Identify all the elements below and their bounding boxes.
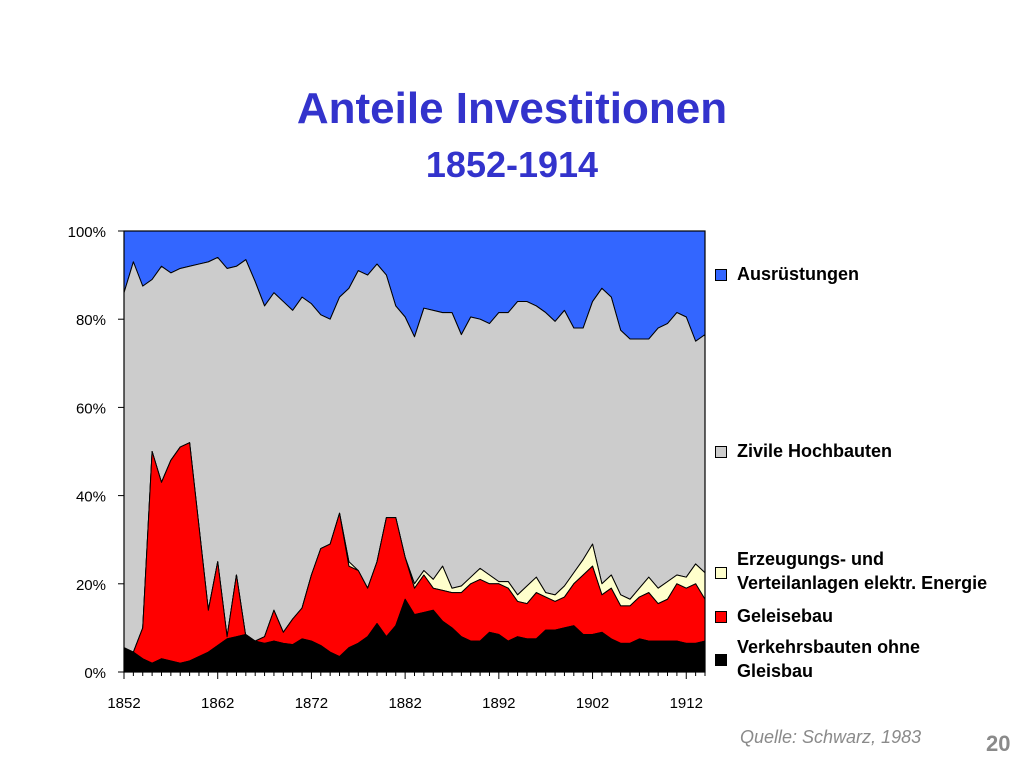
legend-swatch-ausruestungen (715, 269, 727, 281)
y-tick-label: 40% (76, 489, 106, 506)
source-note: Quelle: Schwarz, 1983 (740, 727, 922, 747)
x-tick-label: 1892 (482, 695, 515, 712)
legend-label-geleisebau: Geleisebau (737, 606, 834, 626)
legend-swatch-geleisebau (715, 611, 727, 623)
legend-label-zivile-hochbauten: Zivile Hochbauten (737, 441, 893, 461)
legend-swatch-energie (715, 567, 727, 579)
x-tick-label: 1912 (670, 695, 703, 712)
page-number: 20 (986, 731, 1011, 756)
x-tick-label: 1862 (201, 695, 234, 712)
legend-label-energie: Erzeugungs- und Verteilanlagen elektr. E… (737, 549, 988, 593)
legend-label-ausruestungen: Ausrüstungen (737, 264, 860, 284)
legend-label-verkehrsbauten: Verkehrsbauten ohne Gleisbau (737, 637, 921, 681)
chart-subtitle: 1852-1914 (425, 144, 599, 185)
y-tick-label: 100% (68, 224, 106, 241)
chart-title: Anteile Investitionen (296, 84, 728, 133)
x-tick-label: 1852 (107, 695, 140, 712)
y-tick-label: 20% (76, 577, 106, 594)
y-tick-label: 80% (76, 312, 106, 329)
y-tick-label: 60% (76, 400, 106, 417)
x-tick-label: 1902 (576, 695, 609, 712)
y-tick-label: 0% (84, 665, 106, 682)
legend-swatch-verkehrsbauten (715, 654, 727, 666)
x-tick-label: 1882 (388, 695, 421, 712)
legend-swatch-zivile-hochbauten (715, 446, 727, 458)
x-tick-label: 1872 (295, 695, 328, 712)
